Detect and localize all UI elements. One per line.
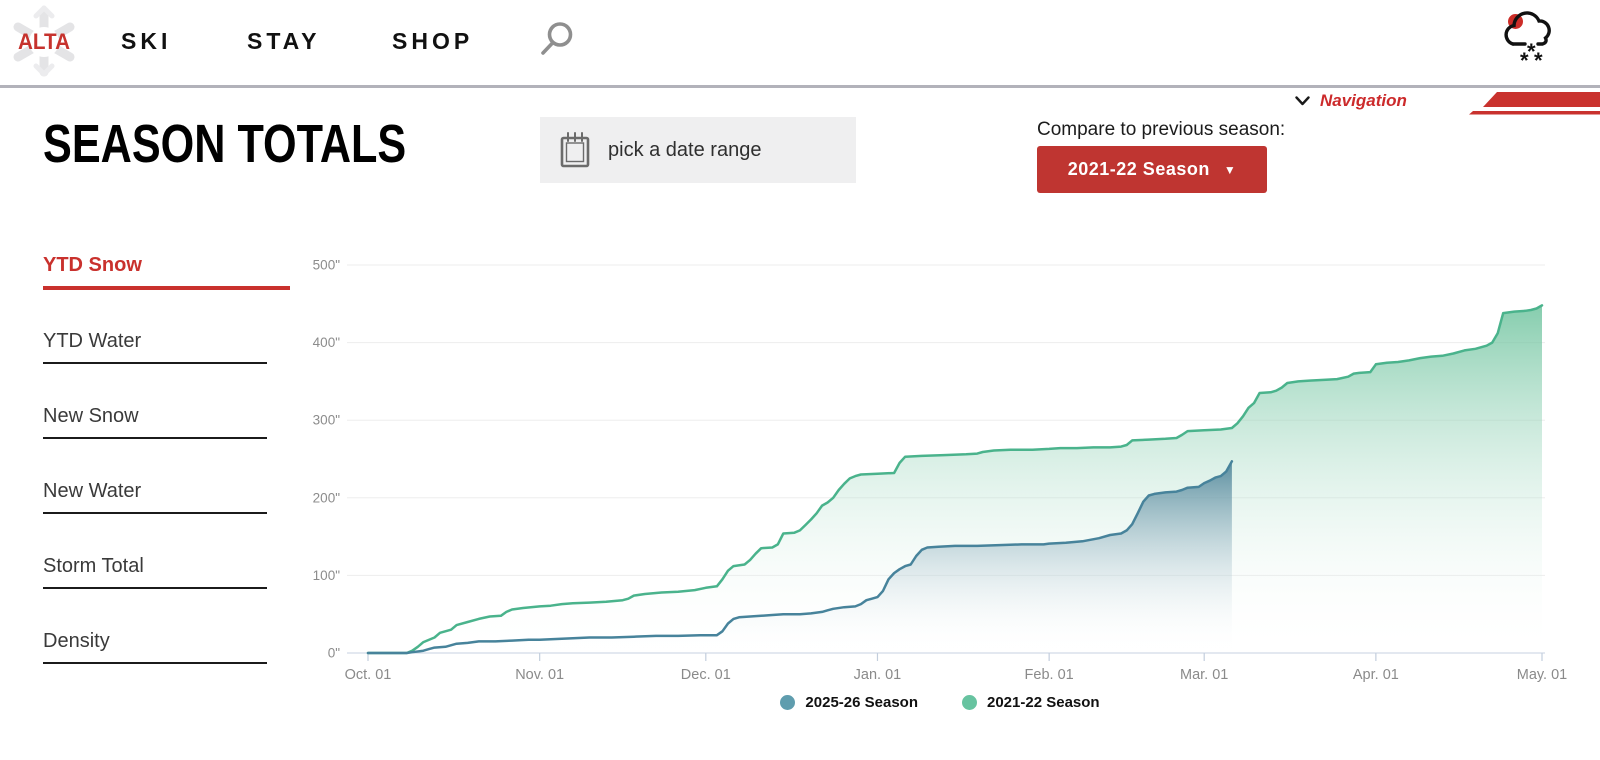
tab-ytd-snow[interactable]: YTD Snow (43, 254, 290, 290)
date-range-picker-button[interactable]: pick a date range (540, 117, 856, 183)
snowflakes: * * * (1520, 39, 1543, 70)
snow-weather-icon[interactable]: * * * (1502, 8, 1558, 70)
compare-season-label: Compare to previous season: (1037, 119, 1286, 140)
svg-text:Dec. 01: Dec. 01 (681, 667, 731, 683)
svg-text:May. 01: May. 01 (1517, 667, 1568, 683)
tab-ytd-water[interactable]: YTD Water (43, 330, 267, 364)
svg-text:ALTA: ALTA (18, 29, 70, 54)
tab-storm-total[interactable]: Storm Total (43, 555, 267, 589)
nav-item-shop[interactable]: SHOP (392, 28, 474, 54)
svg-text:Oct. 01: Oct. 01 (345, 667, 392, 683)
page-title: SEASON TOTALS (43, 114, 407, 174)
season-select-dropdown[interactable]: 2021-22 Season ▼ (1037, 146, 1267, 193)
search-icon[interactable] (536, 20, 576, 60)
svg-text:Apr. 01: Apr. 01 (1353, 667, 1399, 683)
svg-text:0": 0" (328, 646, 341, 661)
svg-text:300": 300" (313, 413, 341, 428)
navigation-label: Navigation (1320, 91, 1407, 110)
legend-dot-green (962, 695, 977, 710)
red-stripe-decoration (1469, 92, 1600, 115)
svg-text:*: * (1520, 48, 1529, 70)
legend-item-2025-26[interactable]: 2025-26 Season (780, 694, 918, 711)
calendar-icon (560, 132, 590, 168)
nav-item-stay[interactable]: STAY (247, 28, 321, 54)
svg-text:*: * (1527, 39, 1536, 64)
caret-down-icon: ▼ (1223, 162, 1237, 177)
snowflake-logo-icon: ALTA (13, 5, 75, 77)
legend-dot-blue (780, 695, 796, 710)
tab-new-water[interactable]: New Water (43, 480, 267, 514)
season-totals-chart: 0" 100" 200" 300" 400" 500" Oct. 01 Nov. 01 Dec.… (300, 253, 1580, 693)
top-nav-bar: ALTA SKI STAY SHOP * * * (0, 0, 1600, 88)
svg-text:Jan. 01: Jan. 01 (854, 667, 902, 683)
svg-text:500": 500" (313, 258, 341, 273)
tab-density[interactable]: Density (43, 630, 267, 664)
alta-logo[interactable]: ALTA (8, 4, 80, 78)
season-select-value: 2021-22 Season (1067, 159, 1210, 179)
svg-text:Mar. 01: Mar. 01 (1180, 667, 1228, 683)
svg-text:Feb. 01: Feb. 01 (1025, 667, 1074, 683)
tab-new-snow[interactable]: New Snow (43, 405, 267, 439)
chart-legend: 2025-26 Season 2021-22 Season (300, 694, 1580, 711)
svg-text:200": 200" (313, 490, 341, 505)
legend-item-2021-22[interactable]: 2021-22 Season (962, 694, 1100, 711)
svg-text:*: * (1534, 48, 1543, 70)
svg-text:400": 400" (313, 335, 341, 350)
nav-item-ski[interactable]: SKI (121, 28, 172, 54)
svg-text:100": 100" (313, 568, 341, 583)
navigation-toggle[interactable]: Navigation (1295, 91, 1407, 111)
svg-text:Nov. 01: Nov. 01 (515, 667, 564, 683)
date-range-label: pick a date range (608, 138, 762, 161)
area-chart-canvas: 0" 100" 200" 300" 400" 500" Oct. 01 Nov. 01 Dec.… (313, 258, 1568, 684)
chevron-down-icon (1295, 96, 1310, 106)
